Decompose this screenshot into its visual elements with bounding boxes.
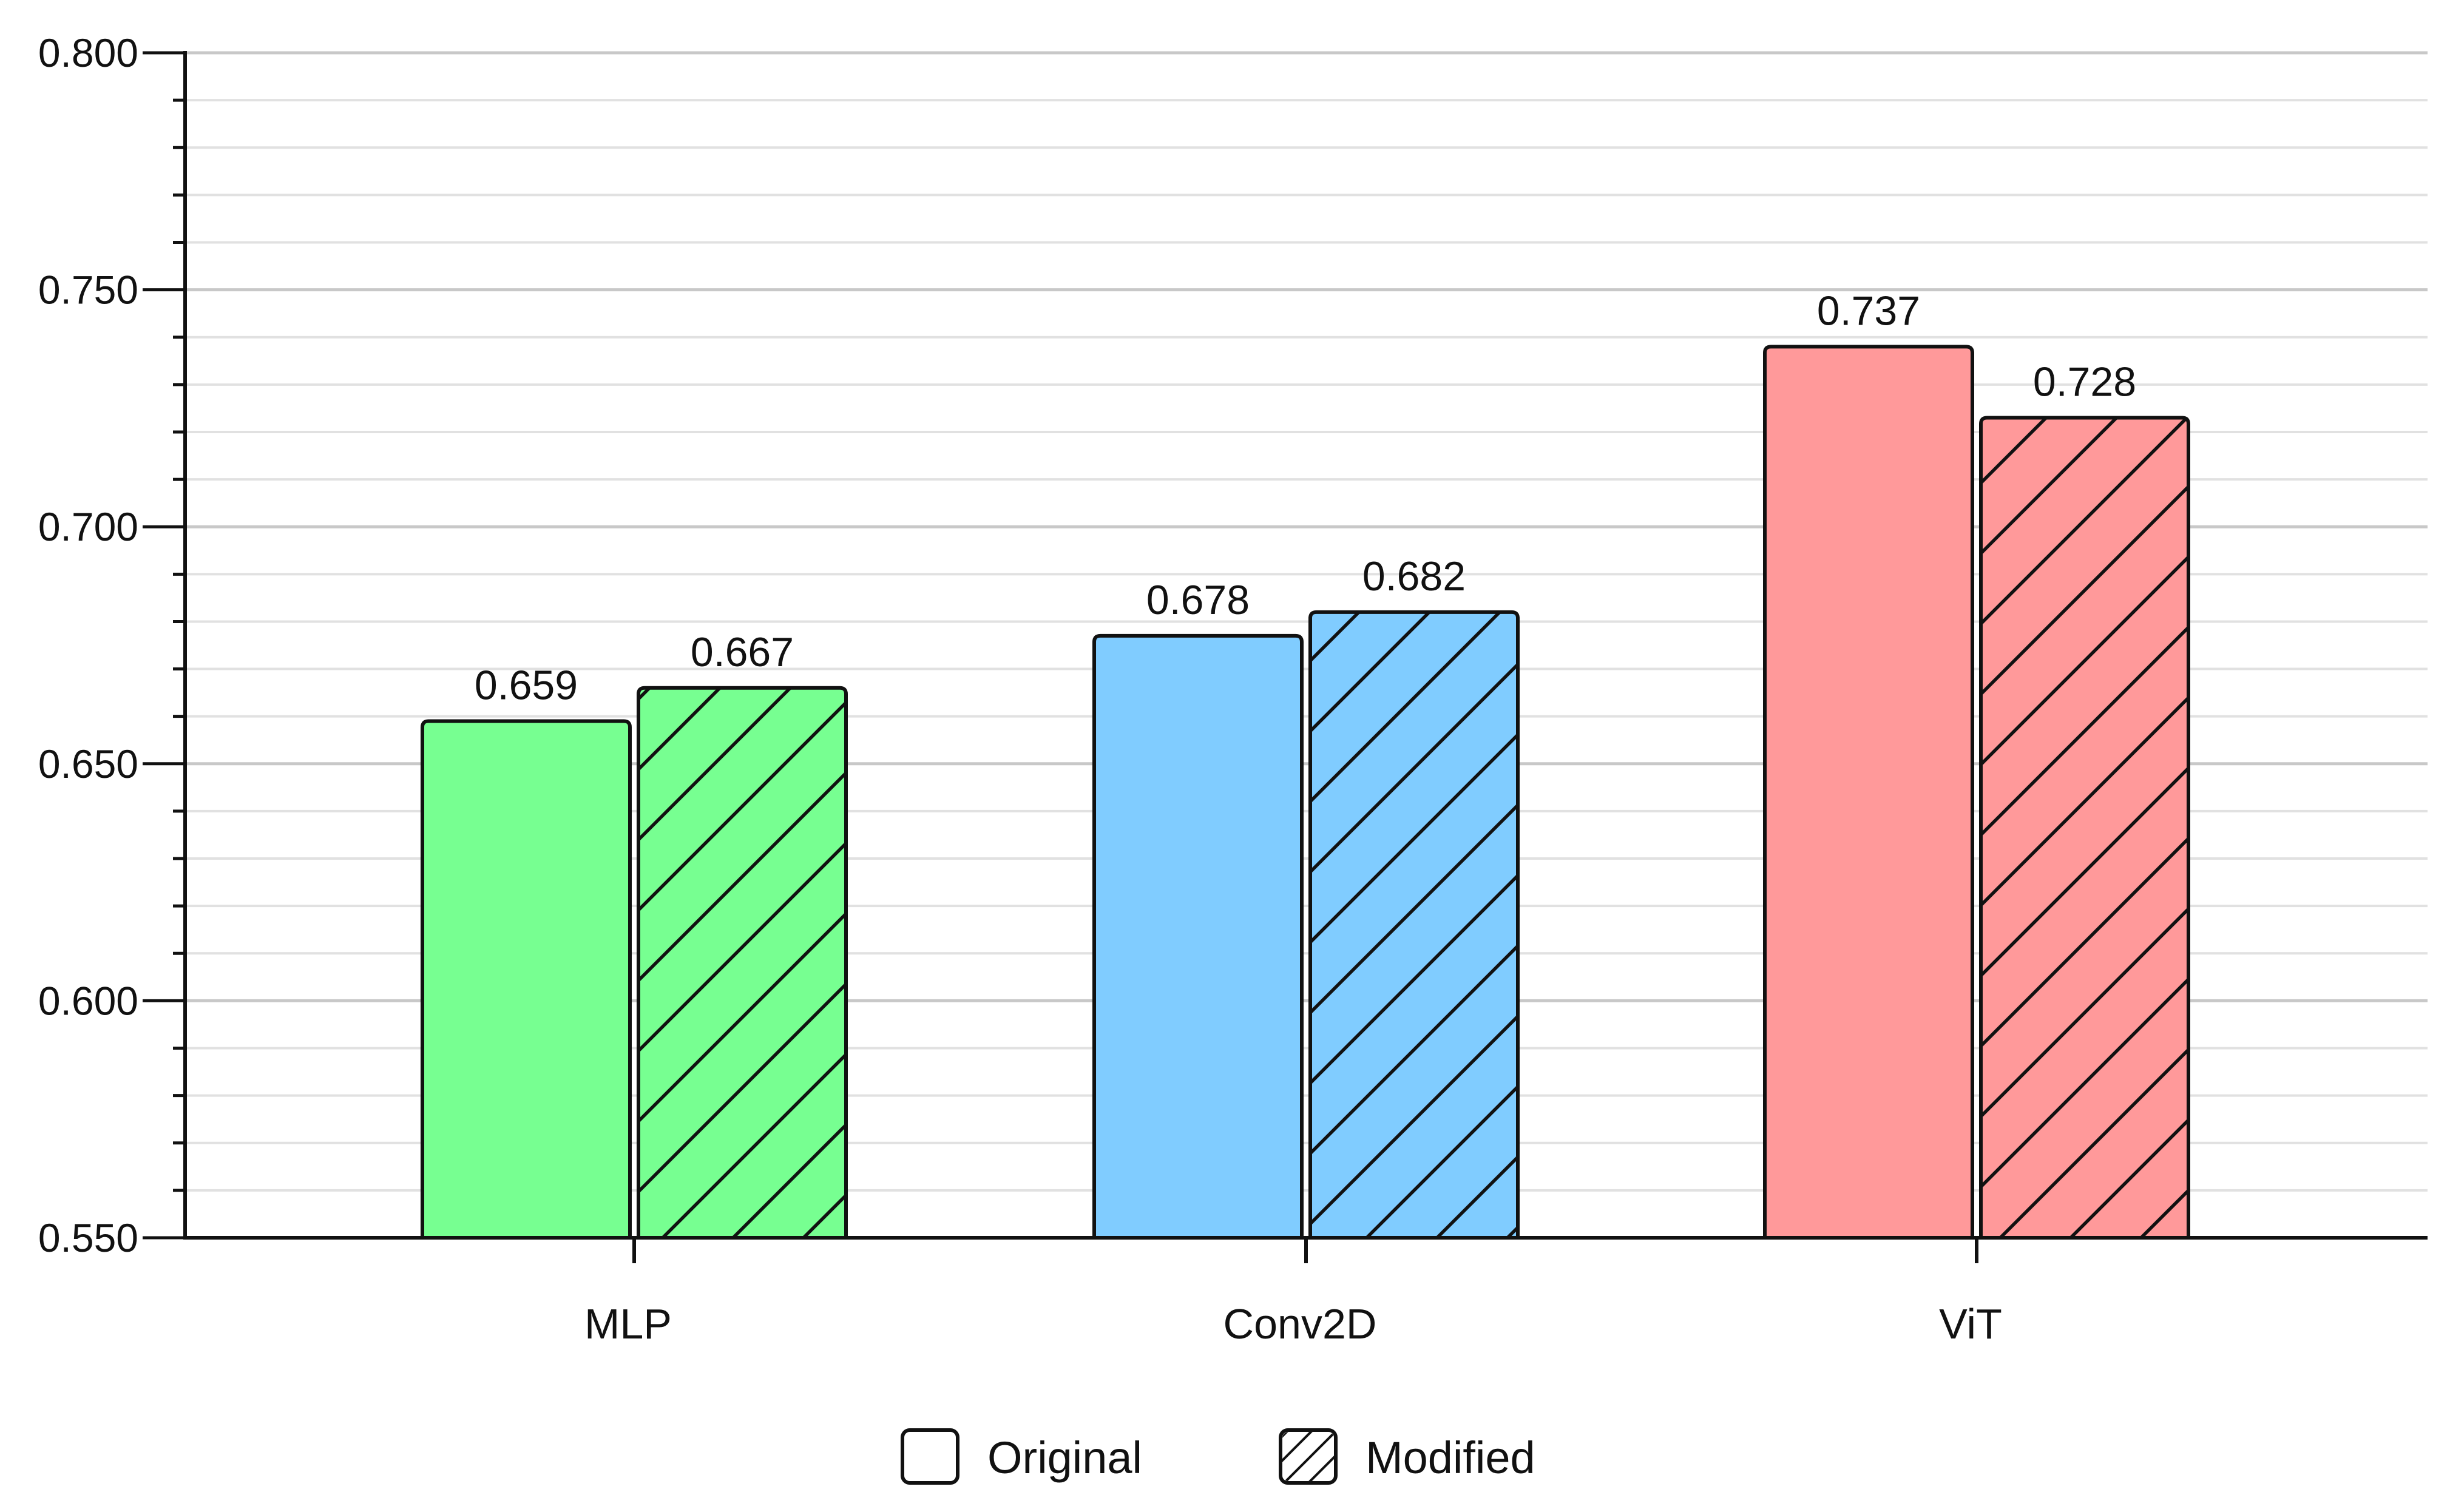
data-label: 0.667 [691,629,794,675]
legend-label: Modified [1365,1433,1535,1483]
bars [421,345,2190,1238]
bar-outline-mlp-modified [637,686,848,1238]
data-label: 0.682 [1362,553,1466,599]
y-tick-label: 0.800 [38,30,138,75]
legend: Original Modified [901,1428,1535,1485]
bar-mlp-original [422,721,630,1238]
data-label: 0.678 [1146,577,1250,623]
legend-hatch-swatch [1282,1432,1334,1481]
y-tick-label: 0.650 [38,741,138,786]
legend-label: Original [987,1433,1142,1483]
data-label: 0.737 [1817,288,1920,334]
bar-hatch-mlp [638,687,846,1238]
labels: 0.659 0.667 MLP 0.678 0.682 Conv2D 0.737 0.728 V… [38,30,2136,1348]
bar-hatch-vit [1981,417,2188,1238]
bar-hatch-conv2d [1310,612,1518,1238]
y-tick-label: 0.600 [38,978,138,1023]
x-tick-label: Conv2D [1223,1300,1377,1348]
data-label: 0.728 [2033,359,2136,405]
legend-swatch-original [901,1428,959,1485]
y-tick-label: 0.750 [38,268,138,312]
y-tick-label: 0.550 [38,1215,138,1260]
bar-vit-original [1765,346,1972,1238]
axes [143,51,2428,1263]
bar-outline-vit-original [1763,345,1974,1238]
data-label: 0.659 [475,662,578,708]
x-tick-label: ViT [1939,1300,2002,1348]
bar-outline-mlp-original [421,719,632,1238]
x-tick-label: MLP [584,1300,672,1348]
y-tick-label: 0.700 [38,504,138,549]
bar-outline-conv2d-modified [1308,610,1520,1238]
bar-outline-conv2d-original [1092,633,1304,1238]
bar-conv2d-original [1094,635,1302,1238]
bar-outline-vit-modified [1979,416,2190,1238]
